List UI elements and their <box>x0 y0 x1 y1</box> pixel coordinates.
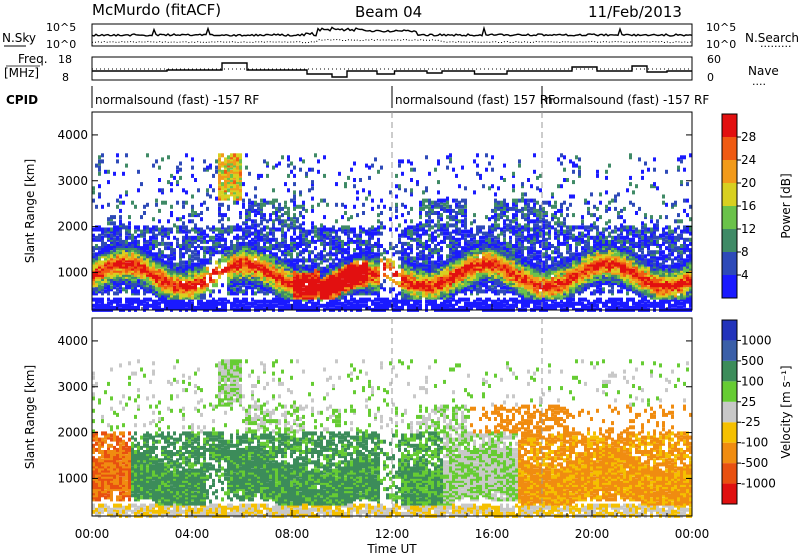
cpid-segment-1: normalsound (fast) 157 RF <box>395 93 555 107</box>
power-panel-colorbar-tick-6: 28 <box>741 130 756 144</box>
noise-left-tick-low: 10^0 <box>46 38 76 51</box>
velocity-panel-ytick-2: 3000 <box>57 380 88 394</box>
power-panel-colorbar-seg-7 <box>722 114 737 137</box>
velocity-panel-xtick-2: 08:00 <box>275 527 310 541</box>
velocity-panel-xtick-4: 16:00 <box>475 527 510 541</box>
beam-title: Beam 04 <box>355 3 422 21</box>
noise-right-tick-low: 10^0 <box>706 38 736 51</box>
velocity-panel-colorbar-label: Velocity [m s⁻¹] <box>779 365 793 458</box>
nave-tick-low: 0 <box>707 71 714 84</box>
station-title: McMurdo (fitACF) <box>92 1 221 19</box>
velocity-panel-xlabel: Time UT <box>366 542 417 554</box>
power-panel-ytick-0: 1000 <box>57 265 88 279</box>
velocity-panel-ytick-3: 4000 <box>57 334 88 348</box>
power-panel-colorbar-tick-1: 8 <box>741 245 749 259</box>
velocity-panel-colorbar-seg-5 <box>722 381 737 402</box>
velocity-panel-colorbar-tick-5: -100 <box>741 436 768 450</box>
velocity-panel-colorbar-tick-1: 500 <box>741 354 764 368</box>
velocity-panel-colorbar-seg-2 <box>722 442 737 464</box>
power-panel-colorbar-seg-3 <box>722 206 737 229</box>
power-panel-colorbar-seg-1 <box>722 252 737 275</box>
power-panel-colorbar-seg-4 <box>722 183 737 206</box>
freq-label-2: [MHz] <box>4 66 39 80</box>
velocity-panel-colorbar-tick-2: 100 <box>741 374 764 388</box>
velocity-panel-colorbar-seg-7 <box>722 340 737 361</box>
velocity-panel-colorbar-tick-6: -500 <box>741 456 768 470</box>
power-panel-ylabel: Slant Range [km] <box>23 159 37 263</box>
power-panel-colorbar-seg-0 <box>722 275 737 298</box>
velocity-panel-colorbar-tick-0: 1000 <box>741 333 772 347</box>
power-panel-colorbar-tick-2: 12 <box>741 222 756 236</box>
velocity-panel-colorbar-seg-8 <box>722 320 737 341</box>
velocity-panel-ytick-0: 1000 <box>57 471 88 485</box>
power-panel-colorbar-tick-4: 20 <box>741 176 756 190</box>
freq-tick-low: 8 <box>62 71 69 84</box>
power-panel-colorbar-seg-2 <box>722 229 737 252</box>
date-title: 11/Feb/2013 <box>588 3 682 21</box>
velocity-panel-colorbar-seg-1 <box>722 463 737 484</box>
freq-tick-high: 18 <box>58 53 72 66</box>
power-panel-ytick-3: 4000 <box>57 128 88 142</box>
velocity-panel-colorbar-seg-4 <box>722 401 737 423</box>
velocity-panel-xtick-6: 00:00 <box>675 527 710 541</box>
power-panel-colorbar-label: Power [dB] <box>779 173 793 238</box>
velocity-panel-colorbar-tick-3: 25 <box>741 395 756 409</box>
velocity-panel-xtick-3: 12:00 <box>375 527 410 541</box>
noise-left-tick-high: 10^5 <box>46 21 76 34</box>
freq-label-1: Freq. <box>18 52 48 66</box>
velocity-panel-xtick-0: 00:00 <box>75 527 110 541</box>
cpid-segment-2: normalsound (fast) -157 RF <box>545 93 709 107</box>
power-panel-colorbar-tick-0: 4 <box>741 268 749 282</box>
velocity-panel-xtick-1: 04:00 <box>175 527 210 541</box>
velocity-panel-ylabel: Slant Range [km] <box>23 365 37 469</box>
noise-right-tick-high: 10^5 <box>706 21 736 34</box>
velocity-panel-colorbar-tick-7: -1000 <box>741 477 776 491</box>
noise-right-dots: ········· <box>760 40 791 53</box>
velocity-panel-colorbar-seg-3 <box>722 422 737 443</box>
nave-tick-high: 60 <box>707 53 721 66</box>
velocity-panel <box>92 359 692 518</box>
velocity-panel-colorbar-frame <box>721 319 738 505</box>
power-panel-ytick-1: 2000 <box>57 220 88 234</box>
noise-right-label: N.Search <box>745 31 799 45</box>
noise-left-label: N.Sky <box>2 31 36 45</box>
velocity-panel-colorbar-seg-0 <box>722 483 737 504</box>
noise-sky-trace <box>91 25 693 37</box>
freq-trace <box>92 62 692 78</box>
power-panel-colorbar-tick-3: 16 <box>741 199 756 213</box>
velocity-panel-colorbar-tick-4: -25 <box>741 415 761 429</box>
cpid-segment-0: normalsound (fast) -157 RF <box>95 93 259 107</box>
noise-search-trace <box>92 38 693 44</box>
velocity-panel-ytick-1: 2000 <box>57 426 88 440</box>
cpid-label: CPID <box>6 93 38 107</box>
nave-dots: ···· <box>752 78 766 91</box>
power-panel <box>92 153 692 312</box>
power-panel-colorbar-tick-5: 24 <box>741 153 756 167</box>
velocity-panel-colorbar-seg-6 <box>722 360 737 382</box>
power-panel-colorbar-seg-5 <box>722 160 737 183</box>
nave-label: Nave <box>748 64 779 78</box>
velocity-panel-xtick-5: 20:00 <box>575 527 610 541</box>
power-panel-ytick-2: 3000 <box>57 174 88 188</box>
power-panel-colorbar-seg-6 <box>722 137 737 160</box>
